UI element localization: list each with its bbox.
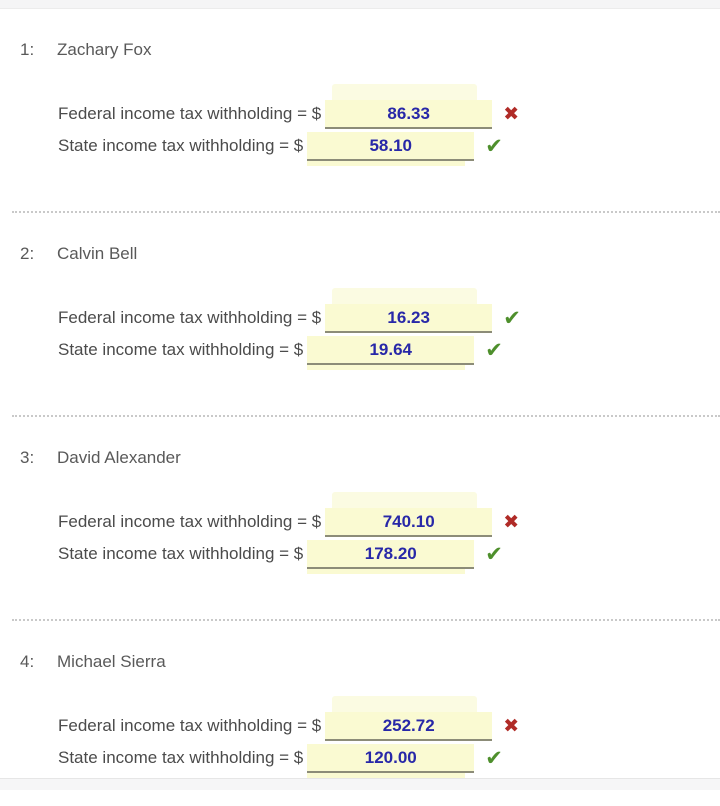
x-icon: ✖ — [503, 511, 520, 533]
student-name: Calvin Bell — [57, 244, 138, 263]
state-input[interactable] — [307, 132, 475, 161]
question-header: 4: Michael Sierra — [20, 652, 720, 672]
state-label: State income tax withholding = $ — [58, 136, 304, 155]
federal-input[interactable] — [325, 304, 493, 333]
student-name: Michael Sierra — [57, 652, 166, 671]
check-icon: ✔ — [485, 338, 503, 362]
federal-row: Federal income tax withholding = $ ✖ — [58, 84, 720, 129]
question-header: 2: Calvin Bell — [20, 244, 720, 264]
state-input[interactable] — [307, 336, 475, 365]
federal-label: Federal income tax withholding = $ — [58, 104, 322, 123]
federal-input[interactable] — [325, 100, 493, 129]
check-icon: ✔ — [485, 134, 503, 158]
question-number: 1: — [20, 40, 35, 59]
state-input[interactable] — [307, 540, 475, 569]
question-number: 4: — [20, 652, 35, 671]
student-name: Zachary Fox — [57, 40, 152, 59]
question-header: 3: David Alexander — [20, 448, 720, 468]
bottom-strip — [0, 778, 720, 790]
question-number: 2: — [20, 244, 35, 263]
state-label: State income tax withholding = $ — [58, 544, 304, 563]
question-header: 1: Zachary Fox — [20, 40, 720, 60]
state-input[interactable] — [307, 744, 475, 773]
federal-input[interactable] — [325, 712, 493, 741]
state-row: State income tax withholding = $ ✔ — [58, 744, 720, 778]
question-item-3: 3: David Alexander Federal income tax wi… — [12, 417, 720, 621]
federal-input[interactable] — [325, 508, 493, 537]
state-label: State income tax withholding = $ — [58, 340, 304, 359]
question-item-4: 4: Michael Sierra Federal income tax wit… — [12, 621, 720, 806]
question-number: 3: — [20, 448, 35, 467]
x-icon: ✖ — [503, 103, 520, 125]
federal-row: Federal income tax withholding = $ ✖ — [58, 492, 720, 537]
top-strip — [0, 0, 720, 9]
state-row: State income tax withholding = $ ✔ — [58, 540, 720, 574]
state-row: State income tax withholding = $ ✔ — [58, 336, 720, 370]
question-item-1: 1: Zachary Fox Federal income tax withho… — [12, 9, 720, 213]
federal-row: Federal income tax withholding = $ ✖ — [58, 696, 720, 741]
check-icon: ✔ — [503, 306, 521, 330]
question-item-2: 2: Calvin Bell Federal income tax withho… — [12, 213, 720, 417]
federal-label: Federal income tax withholding = $ — [58, 716, 322, 735]
student-name: David Alexander — [57, 448, 181, 467]
state-row: State income tax withholding = $ ✔ — [58, 132, 720, 166]
check-icon: ✔ — [485, 542, 503, 566]
x-icon: ✖ — [503, 715, 520, 737]
state-label: State income tax withholding = $ — [58, 748, 304, 767]
federal-label: Federal income tax withholding = $ — [58, 512, 322, 531]
federal-label: Federal income tax withholding = $ — [58, 308, 322, 327]
federal-row: Federal income tax withholding = $ ✔ — [58, 288, 720, 333]
check-icon: ✔ — [485, 746, 503, 770]
